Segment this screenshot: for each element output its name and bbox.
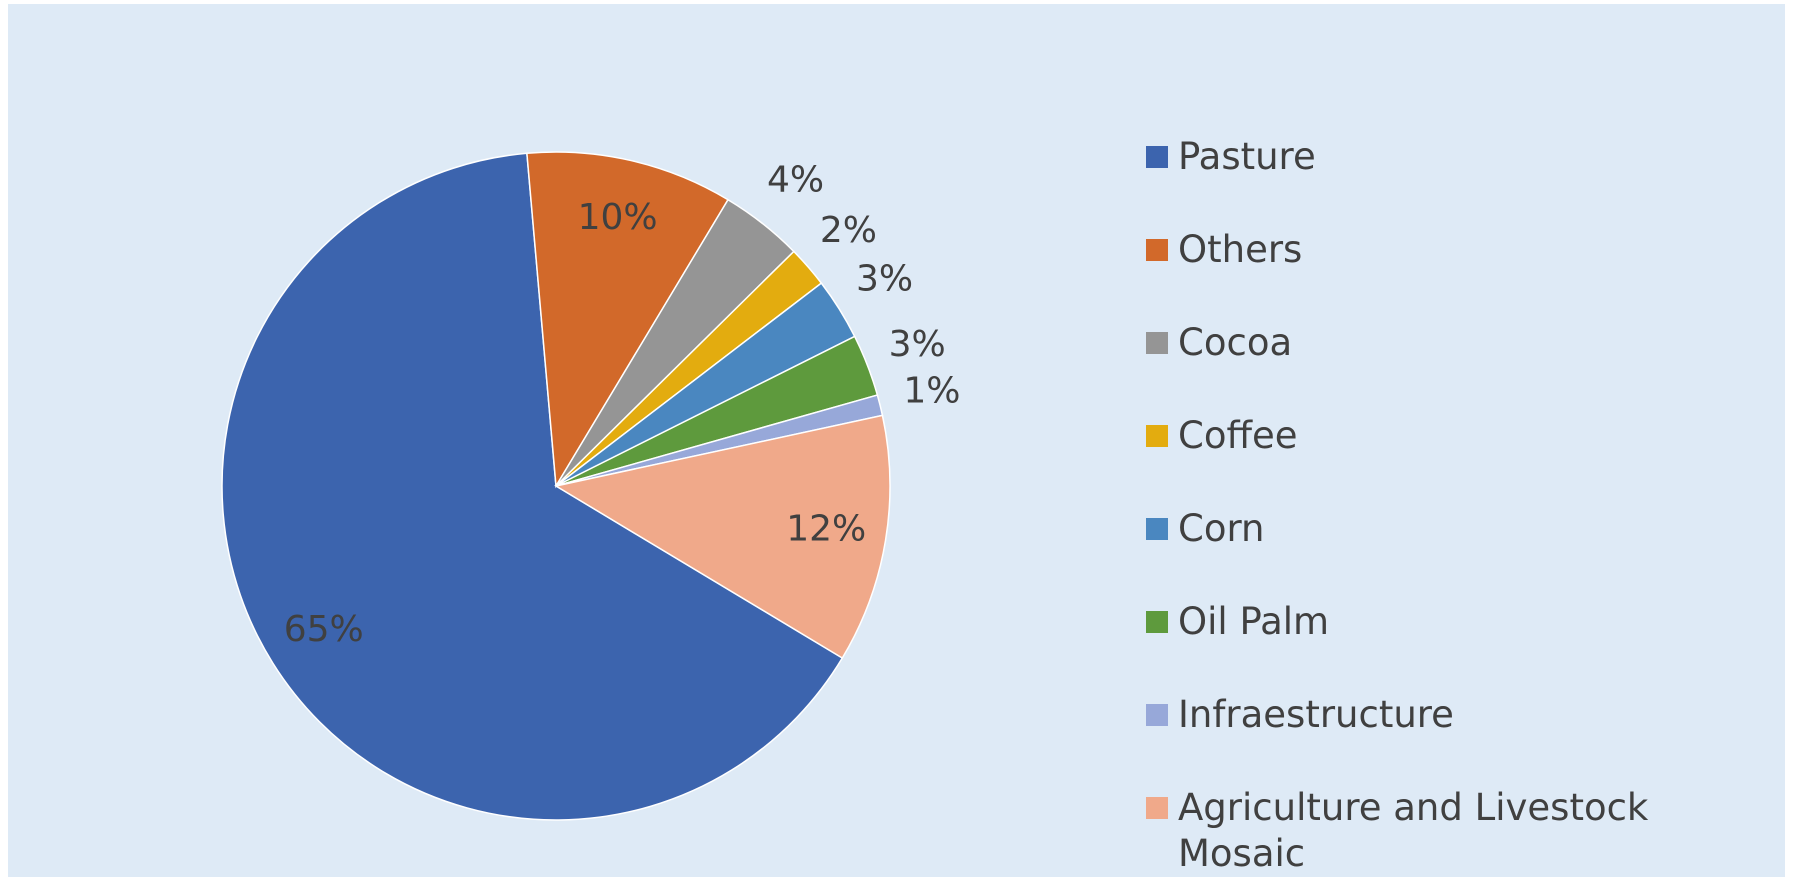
data-label: 4% — [767, 160, 824, 201]
data-label: 12% — [786, 509, 866, 550]
legend-swatch — [1146, 425, 1168, 447]
legend-swatch — [1146, 611, 1168, 633]
legend-item: Coffee — [1146, 413, 1746, 506]
legend-item: Pasture — [1146, 134, 1746, 227]
legend-swatch — [1146, 518, 1168, 540]
data-label: 10% — [578, 197, 658, 238]
chart-background: 65% 10% 4% 2% 3% 3% 1% 12% Pasture Others Cocoa Co… — [8, 4, 1785, 877]
legend: Pasture Others Cocoa Coffee Corn Oil Palm Infr… — [1146, 134, 1746, 878]
legend-label: Infraestructure — [1178, 693, 1454, 736]
legend-swatch — [1146, 797, 1168, 819]
legend-label: Agriculture and Livestock Mosaic — [1178, 786, 1649, 875]
legend-swatch — [1146, 332, 1168, 354]
data-label: 3% — [889, 324, 946, 365]
legend-label: Corn — [1178, 507, 1265, 550]
legend-item: Infraestructure — [1146, 692, 1746, 785]
data-label: 2% — [820, 210, 877, 251]
legend-label: Others — [1178, 228, 1303, 271]
legend-label: Oil Palm — [1178, 600, 1330, 643]
legend-label: Cocoa — [1178, 321, 1293, 364]
legend-item: Agriculture and Livestock Mosaic — [1146, 785, 1746, 878]
data-label: 1% — [903, 370, 960, 411]
legend-swatch — [1146, 146, 1168, 168]
legend-label: Pasture — [1178, 135, 1316, 178]
data-label: 3% — [856, 259, 913, 300]
data-label: 65% — [284, 609, 364, 650]
legend-item: Corn — [1146, 506, 1746, 599]
legend-item: Oil Palm — [1146, 599, 1746, 692]
legend-swatch — [1146, 239, 1168, 261]
pie-slice — [553, 414, 891, 660]
chart: 65% 10% 4% 2% 3% 3% 1% 12% — [221, 151, 960, 821]
pie-slice — [221, 152, 844, 821]
pie-slice — [526, 151, 730, 489]
legend-label: Coffee — [1178, 414, 1298, 457]
legend-item: Cocoa — [1146, 320, 1746, 413]
legend-item: Others — [1146, 227, 1746, 320]
legend-swatch — [1146, 704, 1168, 726]
